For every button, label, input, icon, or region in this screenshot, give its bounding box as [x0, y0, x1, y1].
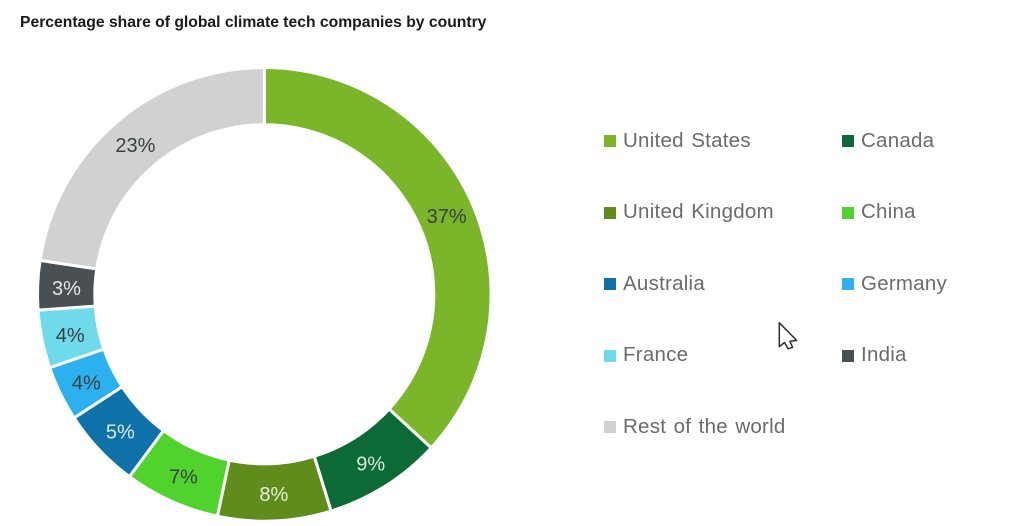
svg-text:37%: 37%	[427, 206, 467, 228]
svg-text:3%: 3%	[52, 278, 81, 300]
svg-text:4%: 4%	[72, 373, 101, 395]
svg-text:23%: 23%	[115, 135, 155, 157]
svg-text:8%: 8%	[259, 484, 288, 506]
svg-text:7%: 7%	[169, 467, 198, 489]
svg-text:4%: 4%	[56, 325, 85, 347]
svg-text:5%: 5%	[106, 422, 135, 444]
svg-text:9%: 9%	[356, 454, 385, 476]
